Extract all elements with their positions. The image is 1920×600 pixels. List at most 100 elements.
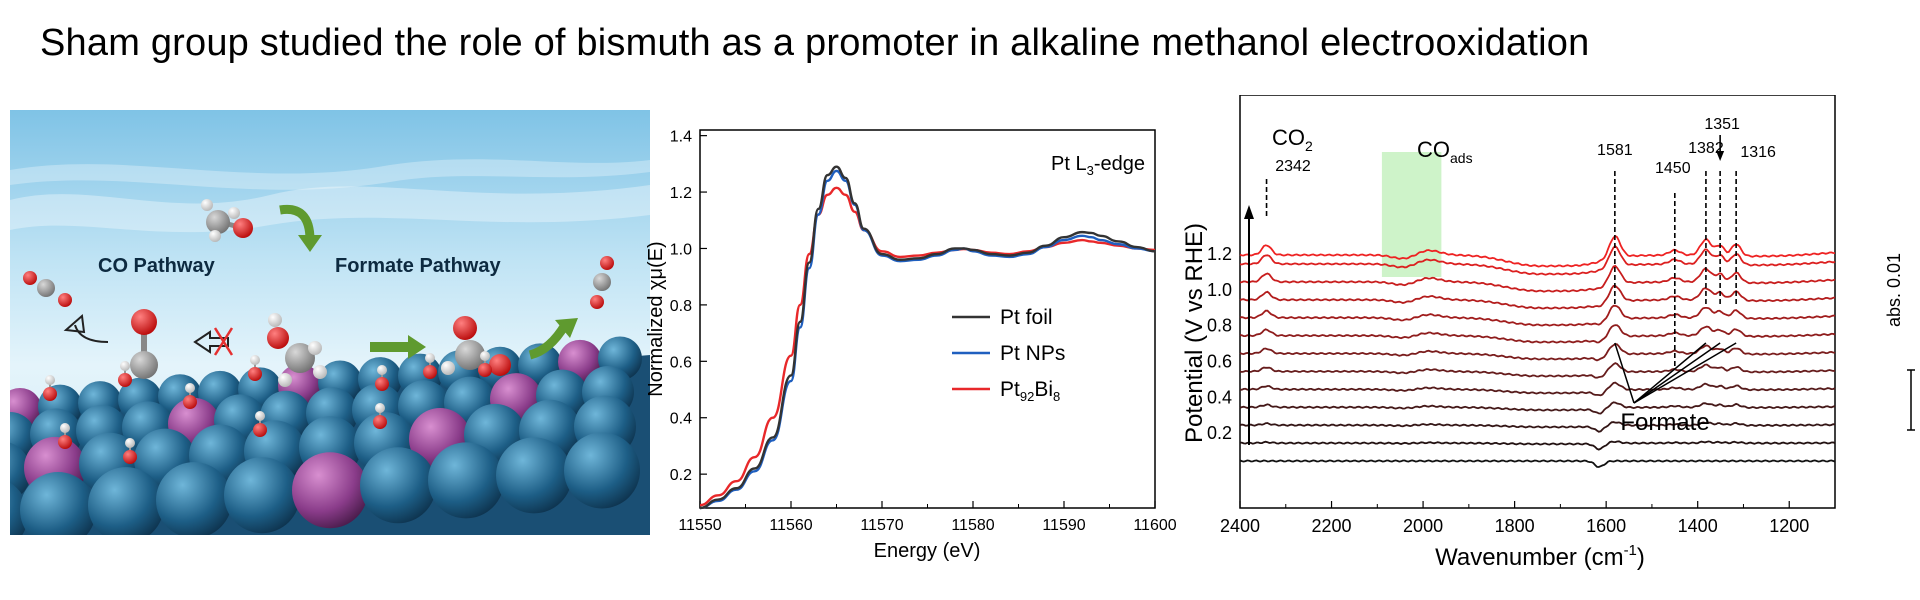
platinum-atom	[20, 472, 96, 535]
spectrum-line	[1239, 324, 1836, 344]
formate-pointer-line	[1633, 342, 1721, 404]
curved-arrow-top-icon	[279, 204, 322, 252]
formate-pointer-line	[1633, 342, 1707, 404]
y-tick-label: 0.4	[670, 411, 692, 428]
hydrogen-atom	[377, 365, 387, 375]
y-tick-label: 0.4	[1207, 387, 1232, 407]
formate-pathway-label: Formate Pathway	[335, 255, 501, 277]
co2-peak-label: 2342	[1275, 158, 1311, 175]
legend-label-pt-foil: Pt foil	[1000, 306, 1053, 329]
formate-molecule	[441, 316, 511, 376]
co2-molecule-right	[590, 256, 614, 309]
co2-label: CO2	[1272, 125, 1313, 154]
green-arrow-right-icon	[370, 335, 426, 359]
co-adsorbed-molecule	[130, 309, 158, 379]
formate-pointer-line	[1633, 342, 1737, 404]
y-axis-label: Potential (V vs RHE)	[1181, 223, 1208, 443]
peak-label: 1450	[1655, 160, 1691, 177]
peak-label: 1316	[1740, 144, 1776, 161]
oxygen-atom	[373, 415, 387, 429]
oxygen-atom	[253, 423, 267, 437]
x-tick-label: 11600	[1133, 517, 1176, 534]
peak-label: 1382	[1688, 140, 1724, 157]
y-tick-label: 1.4	[670, 129, 692, 146]
scale-bar-label: abs. 0.01	[1884, 253, 1904, 327]
y-tick-label: 0.6	[670, 354, 692, 371]
plot-frame	[1239, 95, 1836, 509]
xanes-chart: 11550 11560 11570 11580 11590 11600 0.2 0.4 0.6…	[645, 129, 1177, 562]
y-tick-label: 0.2	[670, 467, 692, 484]
spectrum-line	[1239, 459, 1836, 468]
co-pathway-label: CO Pathway	[98, 255, 216, 277]
x-tick-label: 11580	[951, 517, 994, 534]
spectrum-line	[1239, 343, 1836, 362]
x-tick-label: 2400	[1220, 516, 1260, 536]
y-tick-label: 0.8	[1207, 316, 1232, 336]
series-line-pt-nps	[699, 169, 1156, 510]
spectrum-line	[1239, 362, 1836, 379]
hydrogen-atom	[185, 383, 195, 393]
green-arrow-up-icon	[528, 318, 578, 360]
x-tick-label: 11560	[769, 517, 812, 534]
oxygen-atom	[478, 363, 492, 377]
platinum-atom	[156, 462, 232, 535]
spectrum-line	[1239, 264, 1836, 293]
formate-label: Formate	[1620, 409, 1709, 436]
series-line-pt-foil	[699, 165, 1156, 510]
y-tick-label: 0.2	[1207, 423, 1232, 443]
peak-label: 1581	[1597, 142, 1633, 159]
x-tick-label: 1200	[1769, 516, 1809, 536]
platinum-atom	[224, 457, 300, 534]
oxygen-atom	[248, 367, 262, 381]
spectrum-line	[1239, 234, 1836, 268]
legend-label-pt92bi8: Pt92Bi8	[1000, 378, 1060, 404]
ir-spectra-chart: 2400 2200 2000 1800 1600 1400 1200 0.2 0.4 0.6 0.…	[1181, 95, 1915, 571]
bismuth-atom	[292, 452, 368, 529]
spectrum-line	[1239, 401, 1836, 415]
formate-pointer-line	[1614, 342, 1635, 404]
plot-frame	[699, 129, 1156, 509]
oxygen-atom	[423, 365, 437, 379]
hydrogen-atom	[250, 355, 260, 365]
methanol-molecule-middle	[267, 313, 327, 387]
co-ads-label: COads	[1417, 137, 1473, 166]
platinum-atom	[564, 432, 640, 509]
x-tick-label: 11550	[678, 517, 721, 534]
oxygen-atom	[118, 373, 132, 387]
spectrum-line	[1239, 285, 1836, 310]
oxygen-atom	[375, 377, 389, 391]
oxygen-atom	[183, 395, 197, 409]
spectrum-line	[1239, 245, 1836, 276]
hydrogen-atom	[120, 361, 130, 371]
y-tick-label: 0.6	[1207, 351, 1232, 371]
x-tick-label: 1600	[1586, 516, 1626, 536]
scale-bar	[1907, 369, 1915, 431]
platinum-atom	[360, 447, 436, 524]
y-tick-label: 1.0	[1207, 280, 1232, 300]
mechanism-illustration: CO Pathway Formate Pathway	[10, 110, 650, 535]
legend: Pt foil Pt NPs Pt92Bi8	[952, 306, 1065, 404]
headline: Sham group studied the role of bismuth a…	[40, 22, 1590, 64]
hydrogen-atom	[480, 351, 490, 361]
y-tick-label: 1.0	[670, 241, 692, 258]
hydrogen-atom	[255, 411, 265, 421]
x-axis-label: Wavenumber (cm-1)	[1435, 542, 1645, 571]
y-tick-label: 1.2	[670, 185, 692, 202]
legend-label-pt-nps: Pt NPs	[1000, 342, 1065, 365]
edge-annotation: Pt L3-edge	[1051, 153, 1145, 178]
hydrogen-atom	[45, 375, 55, 385]
oxygen-atom	[123, 450, 137, 464]
x-tick-label: 1800	[1495, 516, 1535, 536]
co2-molecule-left	[23, 271, 72, 307]
x-axis-label: Energy (eV)	[874, 540, 981, 562]
spectrum-line	[1239, 440, 1836, 451]
methanol-molecule-top	[201, 199, 253, 242]
platinum-atom	[428, 442, 504, 519]
hydrogen-atom	[60, 423, 70, 433]
x-tick-label: 2200	[1312, 516, 1352, 536]
y-axis-label: Normalized χμ(E)	[645, 241, 667, 396]
hydrogen-atom	[375, 403, 385, 413]
hydrogen-atom	[425, 353, 435, 363]
peak-1351-arrowhead	[1716, 151, 1725, 161]
spectrum-line	[1239, 421, 1836, 433]
